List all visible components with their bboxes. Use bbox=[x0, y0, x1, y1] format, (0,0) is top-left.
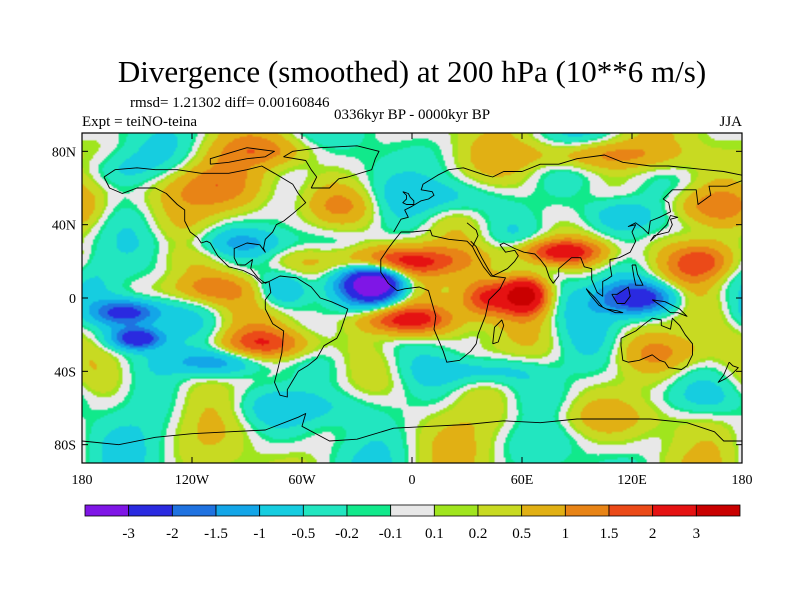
colorbar: -3 -2 -1.5 -1 -0.5 -0.2 -0.1 0.1 0.2 0.5 1 1.5 2 3 bbox=[84, 504, 741, 542]
colorbar-swatch bbox=[128, 504, 173, 517]
colorbar-swatch bbox=[521, 504, 566, 517]
coastline-segment bbox=[209, 147, 275, 165]
colorbar-swatch bbox=[695, 504, 741, 517]
coastline-segment bbox=[651, 299, 688, 317]
colorbar-label: 2 bbox=[649, 526, 657, 542]
colorbar-label: 1.5 bbox=[600, 526, 619, 542]
coastline-segment bbox=[470, 180, 742, 297]
colorbar-label: -3 bbox=[122, 526, 135, 542]
y-tick-label: 40S bbox=[54, 365, 76, 380]
coastline-segment bbox=[283, 145, 380, 189]
coastline-segment bbox=[82, 413, 742, 446]
experiment-label: Expt = teiNO-teina bbox=[82, 114, 197, 130]
colorbar-label: -0.1 bbox=[379, 526, 403, 542]
coastline-segment bbox=[631, 264, 644, 286]
coastline-segment bbox=[264, 275, 349, 398]
colorbar-swatch bbox=[652, 504, 697, 517]
colorbar-label: 3 bbox=[693, 526, 701, 542]
season-label: JJA bbox=[719, 114, 742, 130]
x-tick-label: 120W bbox=[175, 473, 210, 488]
coastline-segment bbox=[466, 222, 479, 247]
x-tick-label: 60W bbox=[288, 473, 316, 488]
divergence-field bbox=[82, 133, 742, 463]
x-tick-label: 0 bbox=[409, 473, 416, 488]
coastline-segment bbox=[402, 191, 415, 205]
coastline-segment bbox=[649, 215, 679, 242]
y-tick-label: 40N bbox=[52, 219, 76, 234]
coastline-segment bbox=[606, 308, 624, 314]
colorbar-swatch bbox=[84, 504, 130, 517]
period-label: 0336kyr BP - 0000kyr BP bbox=[334, 107, 490, 123]
colorbar-swatch bbox=[215, 504, 261, 517]
y-tick-label: 80N bbox=[52, 145, 76, 160]
colorbar-swatch bbox=[433, 504, 479, 517]
colorbar-label: -0.2 bbox=[335, 526, 359, 542]
colorbar-swatch bbox=[477, 504, 523, 517]
colorbar-label: 1 bbox=[562, 526, 570, 542]
colorbar-swatch bbox=[390, 504, 435, 517]
colorbar-label: -0.5 bbox=[291, 526, 315, 542]
coastline-segment bbox=[611, 286, 631, 304]
y-tick-label: 0 bbox=[69, 292, 76, 307]
colorbar-swatch bbox=[171, 504, 217, 517]
chart-title: Divergence (smoothed) at 200 hPa (10**6 … bbox=[118, 54, 706, 89]
x-tick-label: 180 bbox=[72, 473, 93, 488]
colorbar-swatch bbox=[302, 504, 348, 517]
plot-area bbox=[82, 133, 742, 463]
coastlines bbox=[82, 145, 742, 446]
x-tick-label: 180 bbox=[732, 473, 753, 488]
colorbar-swatch bbox=[346, 504, 392, 517]
coastline-segment bbox=[620, 317, 693, 370]
coastline-segment bbox=[393, 154, 742, 233]
stats-label: rmsd= 1.21302 diff= 0.00160846 bbox=[130, 95, 330, 111]
colorbar-label: 0.1 bbox=[425, 526, 444, 542]
colorbar-label: 0.5 bbox=[512, 526, 531, 542]
x-tick-label: 120E bbox=[617, 473, 647, 488]
colorbar-swatch bbox=[608, 504, 654, 517]
colorbar-label: -1.5 bbox=[204, 526, 228, 542]
x-tick-label: 60E bbox=[511, 473, 534, 488]
colorbar-label: -2 bbox=[166, 526, 179, 542]
coastline-segment bbox=[492, 319, 505, 345]
colorbar-label: 0.2 bbox=[469, 526, 488, 542]
coastline-segment bbox=[380, 229, 506, 363]
colorbar-swatch bbox=[259, 504, 304, 517]
coastline-segment bbox=[717, 361, 739, 383]
y-axis: 80N 40N 0 40S 80S bbox=[52, 145, 742, 454]
y-tick-label: 80S bbox=[54, 439, 76, 454]
colorbar-swatch bbox=[564, 504, 610, 517]
coastline-segment bbox=[103, 165, 307, 284]
colorbar-label: -1 bbox=[253, 526, 266, 542]
x-axis: 180 120W 60W 0 60E 120E 180 bbox=[72, 133, 753, 488]
